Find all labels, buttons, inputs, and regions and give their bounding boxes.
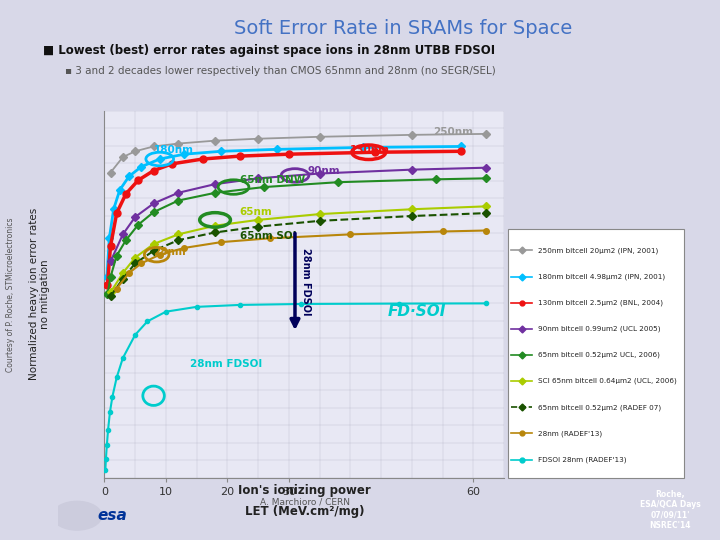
Text: 28nm FDSOI: 28nm FDSOI xyxy=(191,359,263,369)
Text: Roche,
ESA/QCA Days
07/09/11'
NSREC'14: Roche, ESA/QCA Days 07/09/11' NSREC'14 xyxy=(640,490,701,530)
Text: esa: esa xyxy=(98,508,127,523)
Text: 90nm: 90nm xyxy=(307,166,340,177)
Text: Normalized heavy ion error rates
no mitigation: Normalized heavy ion error rates no miti… xyxy=(29,208,50,380)
Text: Soft Error Rate in SRAMs for Space: Soft Error Rate in SRAMs for Space xyxy=(234,19,572,38)
Text: 180nm: 180nm xyxy=(153,145,194,156)
Text: FDSOI 28nm (RADEF'13): FDSOI 28nm (RADEF'13) xyxy=(538,456,626,463)
Text: A. Marchioro / CERN: A. Marchioro / CERN xyxy=(260,497,350,507)
Text: ■ Lowest (best) error rates against space ions in 28nm UTBB FDSOI: ■ Lowest (best) error rates against spac… xyxy=(43,44,495,57)
Text: Courtesy of P. Roche, STMicroelectronics: Courtesy of P. Roche, STMicroelectronics xyxy=(6,217,15,372)
Text: 180nm bitcell 4.98μm2 (IPN, 2001): 180nm bitcell 4.98μm2 (IPN, 2001) xyxy=(538,273,665,280)
Text: 65nm bitcell 0.52μm2 UCL, 2006): 65nm bitcell 0.52μm2 UCL, 2006) xyxy=(538,352,660,358)
Text: Ion's ionizing power: Ion's ionizing power xyxy=(238,484,371,497)
Text: ▪ 3 and 2 decades lower respectively than CMOS 65nmn and 28nm (no SEGR/SEL): ▪ 3 and 2 decades lower respectively tha… xyxy=(65,66,495,76)
FancyBboxPatch shape xyxy=(508,230,684,478)
Text: 250nm: 250nm xyxy=(433,127,473,137)
Text: 90nm bitcell 0.99um2 (UCL 2005): 90nm bitcell 0.99um2 (UCL 2005) xyxy=(538,326,660,332)
Text: FD·SOI: FD·SOI xyxy=(387,304,446,319)
Text: 65nm bitcell 0.52μm2 (RADEF 07): 65nm bitcell 0.52μm2 (RADEF 07) xyxy=(538,404,661,410)
Text: 28nm: 28nm xyxy=(153,247,186,257)
Text: 28nm (RADEF'13): 28nm (RADEF'13) xyxy=(538,430,602,437)
Text: 130nm bitcell 2.5μm2 (BNL, 2004): 130nm bitcell 2.5μm2 (BNL, 2004) xyxy=(538,300,662,306)
Text: SCI 65nm bitcell 0.64μm2 (UCL, 2006): SCI 65nm bitcell 0.64μm2 (UCL, 2006) xyxy=(538,378,676,384)
Text: 130nm: 130nm xyxy=(351,145,390,155)
Text: 65nm: 65nm xyxy=(240,207,272,217)
Text: LET (MeV.cm²/mg): LET (MeV.cm²/mg) xyxy=(245,504,364,518)
Circle shape xyxy=(53,501,102,530)
Text: 65nm SOI: 65nm SOI xyxy=(240,231,296,241)
Text: 250nm bitcell 20μm2 (IPN, 2001): 250nm bitcell 20μm2 (IPN, 2001) xyxy=(538,247,658,254)
Text: 28nm FDSOI: 28nm FDSOI xyxy=(301,248,311,315)
Text: 65nm DNW: 65nm DNW xyxy=(240,176,305,185)
